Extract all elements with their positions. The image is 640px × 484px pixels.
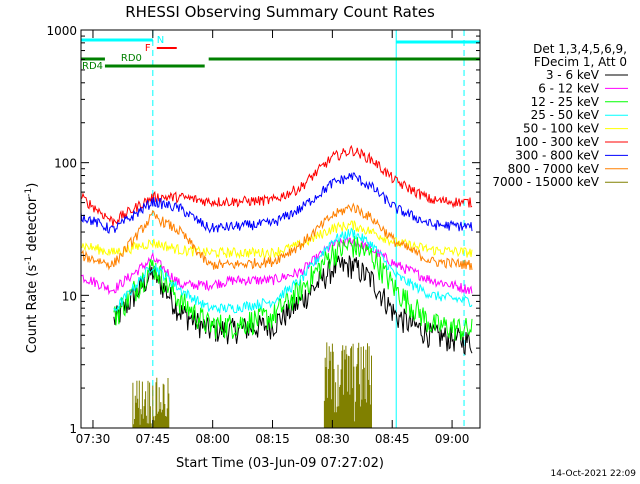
y-axis-label-part: detector — [25, 196, 40, 256]
series-line-2 — [113, 235, 473, 341]
legend-entry-label: 800 - 7000 keV — [508, 162, 600, 176]
y-tick-label: 1 — [69, 422, 77, 436]
legend-entry-label: 6 - 12 keV — [538, 81, 600, 95]
series-line-1 — [80, 236, 473, 296]
legend-header-line-1: Det 1,3,4,5,6,9, — [533, 42, 627, 56]
y-tick-label: 100 — [54, 157, 77, 171]
chart-title: RHESSI Observing Summary Count Rates — [125, 3, 435, 21]
timestamp: 14-Oct-2021 22:09 — [551, 469, 637, 479]
legend-entry-label: 50 - 100 keV — [523, 122, 600, 136]
x-tick-label: 09:00 — [435, 432, 470, 446]
y-tick-label: 10 — [62, 289, 77, 303]
legend-entry-label: 100 - 300 keV — [515, 135, 599, 149]
x-tick-label: 07:30 — [76, 432, 111, 446]
svg-text:Count Rate (s-1 detector-1): Count Rate (s-1 detector-1) — [24, 183, 40, 354]
legend-header-line-2: FDecim 1, Att 0 — [534, 55, 627, 69]
y-axis-label-sup: -1 — [24, 188, 34, 197]
legend-entry-label: 300 - 800 keV — [515, 148, 599, 162]
legend-entry-label: 3 - 6 keV — [546, 68, 600, 82]
x-tick-label: 08:45 — [375, 432, 410, 446]
rd4-flag-label: RD4 — [82, 61, 103, 72]
y-axis-label-part: Count Rate (s — [25, 265, 40, 354]
plot-frame — [80, 29, 481, 429]
series-line-3 — [113, 227, 473, 314]
y-axis-label: Count Rate (s-1 detector-1) — [24, 183, 40, 354]
rd0-flag-label: RD0 — [121, 53, 142, 64]
legend-entry-label: 12 - 25 keV — [531, 95, 600, 109]
series-line-5 — [80, 144, 473, 227]
legend-entry-label: 25 - 50 keV — [531, 108, 600, 122]
night-flag-label: N — [157, 35, 164, 46]
y-tick-label: 1000 — [46, 24, 77, 38]
series-line-7 — [80, 202, 473, 271]
x-tick-label: 08:30 — [315, 432, 350, 446]
series-bars-7000-15000 — [132, 377, 170, 428]
x-tick-label: 08:00 — [195, 432, 230, 446]
y-axis-label-part: ) — [25, 183, 40, 188]
x-axis-label: Start Time (03-Jun-09 07:27:02) — [176, 456, 384, 471]
flare-flag-label: F — [145, 43, 151, 54]
x-tick-label: 08:15 — [255, 432, 290, 446]
x-tick-label: 07:45 — [136, 432, 171, 446]
series-line-4 — [80, 220, 473, 260]
series-bars-7000-15000 — [323, 342, 372, 428]
y-axis-label-sup: -1 — [24, 256, 34, 265]
series-line-6 — [80, 172, 473, 234]
legend-entry-label: 7000 - 15000 keV — [492, 175, 599, 189]
